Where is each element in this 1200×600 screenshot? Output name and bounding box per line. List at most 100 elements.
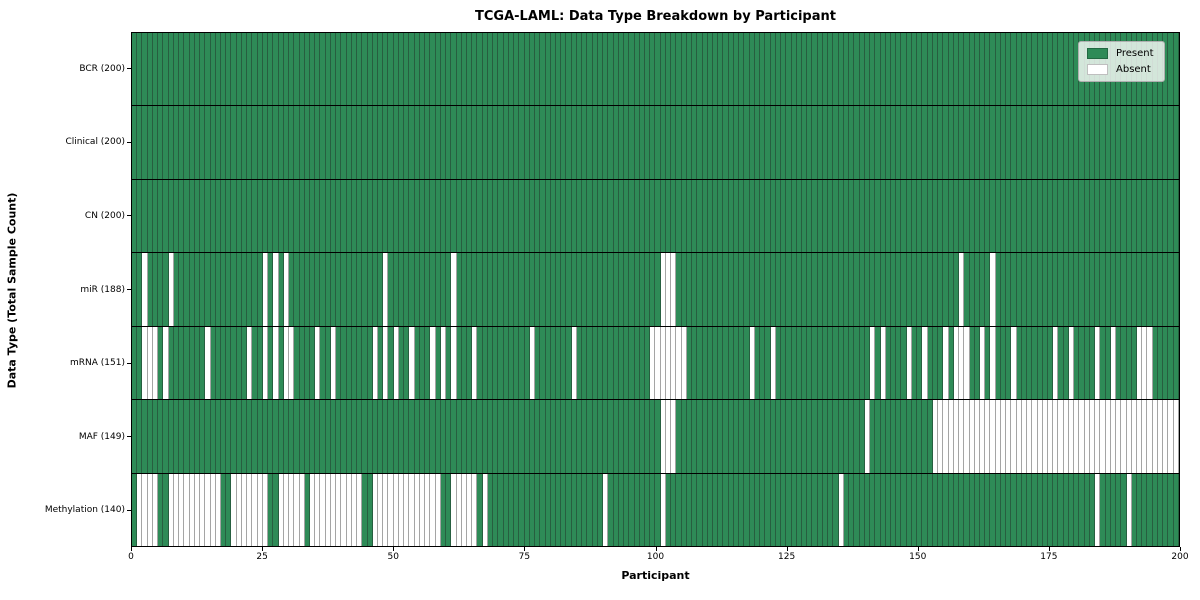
cell-mir-72 — [508, 253, 515, 326]
cell-bcr-198 — [1168, 33, 1174, 106]
cell-mrna-89 — [597, 326, 604, 400]
cell-methylation-14 — [205, 473, 211, 546]
cell-mrna-132 — [822, 326, 829, 400]
cell-clinical-138 — [854, 106, 860, 179]
cell-maf-164 — [990, 400, 996, 473]
cell-clinical-169 — [1016, 106, 1022, 179]
cell-mrna-9 — [179, 326, 185, 400]
cell-mrna-57 — [430, 326, 436, 400]
cell-maf-126 — [791, 400, 797, 473]
cell-maf-175 — [1048, 400, 1054, 473]
cell-maf-112 — [718, 400, 724, 473]
cell-maf-195 — [1152, 400, 1158, 473]
cell-mrna-70 — [498, 326, 504, 400]
cell-bcr-55 — [419, 33, 426, 106]
cell-cn-118 — [749, 179, 755, 253]
cell-maf-161 — [974, 400, 980, 473]
cell-mrna-52 — [404, 326, 410, 400]
cell-maf-135 — [838, 400, 844, 473]
cell-maf-191 — [1131, 400, 1137, 473]
cell-clinical-159 — [964, 106, 970, 179]
cell-maf-133 — [828, 400, 834, 473]
cell-mrna-63 — [461, 326, 467, 400]
cell-clinical-172 — [1032, 106, 1038, 179]
cell-mrna-95 — [629, 326, 635, 400]
cell-mir-66 — [477, 253, 483, 326]
cell-mir-141 — [870, 253, 876, 326]
cell-methylation-110 — [707, 473, 714, 546]
cell-clinical-82 — [561, 106, 567, 179]
cell-methylation-107 — [692, 473, 698, 546]
cell-bcr-73 — [514, 33, 520, 106]
cell-cn-179 — [1068, 179, 1075, 253]
cell-methylation-170 — [1021, 473, 1028, 546]
cell-methylation-141 — [870, 473, 876, 546]
cell-bcr-34 — [309, 33, 316, 106]
cell-bcr-23 — [252, 33, 258, 106]
cell-bcr-18 — [226, 33, 232, 106]
cell-clinical-67 — [482, 106, 488, 179]
cell-mrna-14 — [205, 326, 211, 400]
cell-mrna-150 — [917, 326, 923, 400]
cell-bcr-178 — [1063, 33, 1069, 106]
cell-mrna-65 — [472, 326, 478, 400]
cell-cn-100 — [655, 179, 661, 253]
cell-mrna-43 — [357, 326, 363, 400]
cell-methylation-18 — [226, 473, 232, 546]
cell-mir-34 — [309, 253, 316, 326]
cell-methylation-39 — [336, 473, 342, 546]
cell-methylation-187 — [1110, 473, 1117, 546]
ytick-mark-cn — [127, 215, 131, 217]
cell-methylation-101 — [660, 473, 666, 546]
cell-methylation-144 — [885, 473, 891, 546]
cell-mrna-117 — [744, 326, 750, 400]
cell-maf-99 — [650, 400, 656, 473]
cell-methylation-9 — [179, 473, 185, 546]
cell-maf-197 — [1163, 400, 1169, 473]
cell-methylation-164 — [990, 473, 996, 546]
cell-cn-40 — [341, 179, 347, 253]
cell-methylation-106 — [686, 473, 693, 546]
cell-clinical-93 — [618, 106, 625, 179]
cell-mrna-29 — [283, 326, 290, 400]
cell-clinical-89 — [597, 106, 604, 179]
cell-bcr-49 — [388, 33, 394, 106]
cell-mir-155 — [943, 253, 949, 326]
cell-methylation-86 — [582, 473, 588, 546]
cell-mir-60 — [446, 253, 452, 326]
cell-mrna-109 — [702, 326, 708, 400]
cell-clinical-160 — [969, 106, 975, 179]
cell-mir-124 — [781, 253, 787, 326]
cell-mrna-171 — [1027, 326, 1033, 400]
cell-clinical-56 — [425, 106, 431, 179]
cell-mrna-134 — [833, 326, 839, 400]
cell-mrna-148 — [906, 326, 912, 400]
cell-clinical-31 — [294, 106, 300, 179]
cell-cn-140 — [864, 179, 871, 253]
cell-cn-10 — [184, 179, 190, 253]
cell-cn-173 — [1037, 179, 1043, 253]
cell-bcr-121 — [765, 33, 771, 106]
cell-bcr-126 — [791, 33, 797, 106]
cell-mrna-85 — [576, 326, 583, 400]
cell-cn-3 — [147, 179, 153, 253]
cell-clinical-185 — [1100, 106, 1106, 179]
cell-mir-18 — [226, 253, 232, 326]
cell-mir-33 — [304, 253, 310, 326]
cell-methylation-139 — [859, 473, 865, 546]
cell-clinical-196 — [1157, 106, 1164, 179]
cell-cn-192 — [1137, 179, 1143, 253]
chart-title: TCGA-LAML: Data Type Breakdown by Partic… — [475, 9, 836, 24]
cell-maf-138 — [854, 400, 860, 473]
cell-mir-126 — [791, 253, 797, 326]
cell-mir-68 — [487, 253, 494, 326]
cell-clinical-46 — [372, 106, 379, 179]
cell-cn-75 — [524, 179, 530, 253]
cell-mir-165 — [995, 253, 1001, 326]
cell-cn-73 — [514, 179, 520, 253]
cell-methylation-196 — [1157, 473, 1164, 546]
cell-maf-29 — [283, 400, 290, 473]
cell-methylation-46 — [372, 473, 379, 546]
cell-clinical-114 — [728, 106, 734, 179]
cell-cn-33 — [304, 179, 310, 253]
